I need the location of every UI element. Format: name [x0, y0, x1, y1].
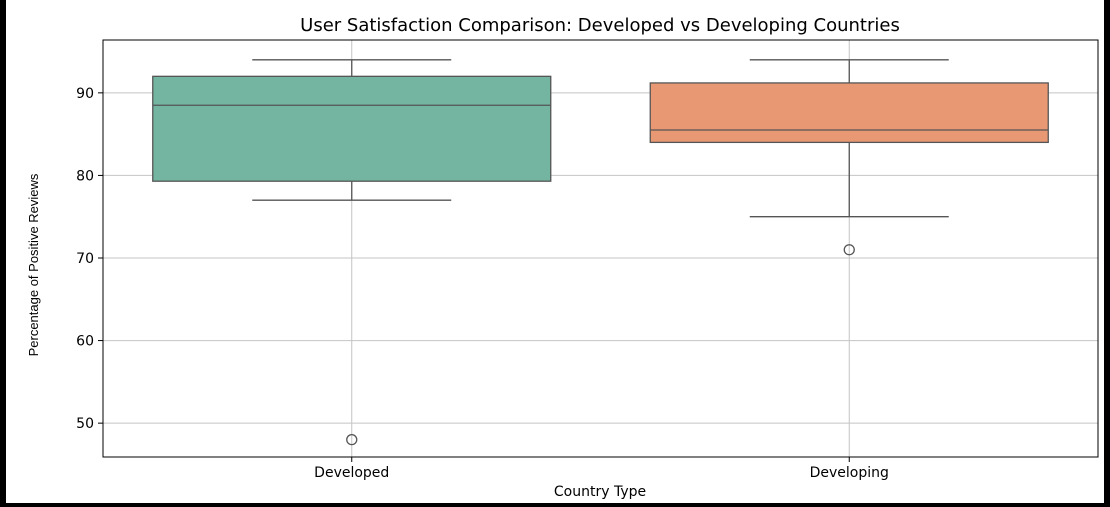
box-layer [152, 59, 1049, 446]
x-tick-label: Developing [810, 465, 889, 481]
x-axis-label: Country Type [554, 484, 646, 500]
box-developing [649, 82, 1049, 144]
chart-title: User Satisfaction Comparison: Developed … [300, 15, 900, 36]
x-tick-label: Developed [314, 465, 389, 481]
y-tick-label: 90 [76, 86, 94, 102]
y-tick-label: 80 [76, 168, 94, 184]
y-tick-label: 50 [76, 416, 94, 432]
box-plot-chart: 50 60 70 80 90 Developed Developing User Satis… [26, 15, 1099, 500]
outlier-point [346, 434, 358, 446]
y-tick-label: 70 [76, 251, 94, 267]
y-tick-label: 60 [76, 334, 94, 350]
box-developed [152, 75, 552, 182]
chart-frame: 50 60 70 80 90 Developed Developing User Satis… [6, 0, 1104, 503]
tick-layer: 50 60 70 80 90 Developed Developing [76, 86, 889, 481]
y-axis-label: Percentage of Positive Reviews [26, 173, 41, 356]
plot-area-border [102, 39, 1099, 458]
outlier-point [843, 244, 855, 256]
